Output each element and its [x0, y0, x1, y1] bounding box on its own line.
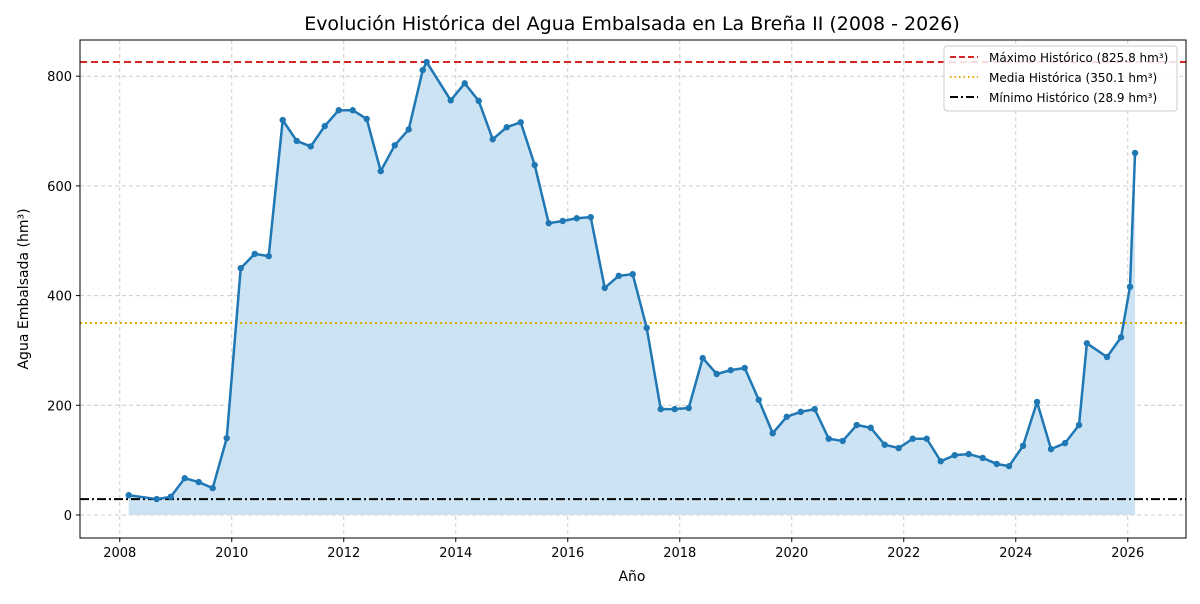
data-point [657, 405, 664, 413]
data-point [1047, 445, 1055, 453]
data-point [951, 451, 958, 459]
data-point [545, 219, 552, 227]
data-point [195, 478, 202, 486]
data-point [321, 122, 328, 130]
x-tick-label: 2022 [887, 546, 920, 561]
data-point [965, 450, 972, 458]
data-point [1033, 398, 1041, 406]
y-tick-label: 800 [47, 70, 72, 85]
data-point [727, 366, 734, 374]
y-tick-label: 200 [47, 399, 72, 414]
data-point [769, 430, 776, 437]
data-point [335, 107, 342, 114]
data-point [503, 124, 510, 131]
data-point [1103, 353, 1111, 361]
data-point [881, 441, 888, 448]
area-fill [128, 62, 1136, 515]
data-point [279, 116, 286, 124]
data-point [643, 324, 650, 332]
data-point [265, 252, 272, 260]
x-tick-label: 2020 [775, 546, 808, 561]
data-point [699, 354, 706, 362]
y-axis-label: Agua Embalsada (hm³) [16, 208, 32, 369]
data-point [1126, 283, 1134, 291]
data-point [209, 484, 216, 492]
data-point [531, 161, 538, 169]
data-point [349, 107, 356, 114]
data-point [251, 250, 258, 258]
data-point [307, 143, 314, 150]
data-point [979, 454, 986, 462]
data-point [559, 217, 566, 225]
data-point [587, 213, 594, 221]
data-point [363, 115, 370, 123]
data-point [839, 437, 846, 445]
data-point [1005, 462, 1013, 470]
data-point [853, 421, 860, 429]
data-point [461, 80, 468, 87]
data-point [895, 444, 902, 452]
data-point [223, 434, 230, 442]
data-point [741, 364, 748, 372]
data-point [405, 126, 412, 133]
data-point [601, 284, 608, 292]
legend-min-label: Mínimo Histórico (28.9 hm³) [989, 91, 1157, 105]
data-point [293, 137, 300, 145]
data-point [1083, 340, 1091, 347]
y-tick-label: 0 [64, 509, 72, 524]
chart-title: Evolución Histórica del Agua Embalsada e… [304, 13, 960, 35]
legend-mean-label: Media Histórica (350.1 hm³) [989, 71, 1157, 85]
x-tick-label: 2008 [103, 546, 136, 561]
data-point [909, 435, 916, 442]
data-point [1075, 421, 1083, 429]
data-point [1131, 149, 1139, 157]
y-tick-label: 400 [47, 290, 72, 305]
data-point [615, 272, 622, 280]
data-point [447, 97, 454, 104]
data-point [489, 136, 496, 143]
data-point [1117, 334, 1125, 341]
data-point [629, 270, 636, 278]
data-point [755, 396, 762, 403]
x-tick-label: 2016 [551, 546, 584, 561]
data-point [125, 492, 132, 499]
data-point [423, 58, 430, 66]
x-tick-label: 2010 [215, 546, 248, 561]
data-point [867, 424, 874, 431]
data-point [923, 435, 930, 442]
data-point [937, 458, 944, 465]
x-axis-label: Año [618, 569, 645, 585]
data-point [671, 405, 678, 413]
y-tick-label: 600 [47, 180, 72, 195]
x-tick-label: 2026 [1111, 546, 1144, 561]
data-point [825, 435, 832, 442]
x-tick-label: 2014 [439, 546, 472, 561]
data-point [783, 413, 790, 420]
data-point [1019, 442, 1027, 450]
x-tick-label: 2018 [663, 546, 696, 561]
data-point [713, 370, 720, 378]
data-point [517, 119, 524, 126]
plot-frame [79, 39, 1187, 539]
x-tick-label: 2024 [999, 546, 1032, 561]
data-point [811, 405, 818, 413]
legend-max-label: Máximo Histórico (825.8 hm³) [989, 51, 1168, 65]
data-point [377, 167, 384, 175]
data-point [181, 475, 188, 482]
data-point [1061, 439, 1069, 447]
data-point [573, 215, 580, 222]
data-point [475, 97, 482, 105]
data-point [237, 264, 244, 272]
data-point [167, 493, 174, 501]
data-point [419, 66, 426, 74]
data-point [685, 404, 692, 412]
data-point [153, 495, 160, 503]
data-point [391, 142, 398, 149]
data-point [797, 408, 804, 416]
legend: Máximo Histórico (825.8 hm³) Media Histó… [943, 45, 1178, 112]
x-tick-label: 2012 [327, 546, 360, 561]
data-point [993, 460, 1000, 468]
